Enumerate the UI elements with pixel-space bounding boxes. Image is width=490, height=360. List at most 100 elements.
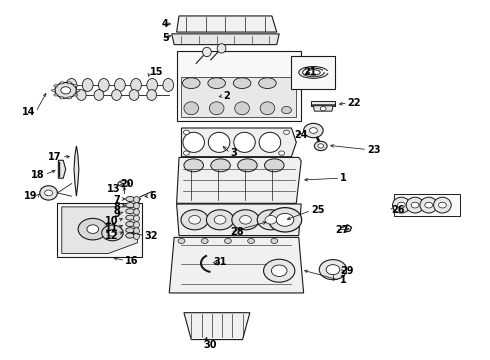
Ellipse shape [115,78,125,91]
Polygon shape [311,101,335,106]
Ellipse shape [134,222,140,228]
Ellipse shape [189,216,200,224]
Ellipse shape [271,265,287,276]
Ellipse shape [134,228,140,234]
Ellipse shape [182,78,200,89]
Polygon shape [172,34,279,45]
Polygon shape [181,128,296,157]
Ellipse shape [271,238,278,243]
Polygon shape [169,237,304,293]
Polygon shape [176,204,301,235]
Ellipse shape [60,82,64,84]
Ellipse shape [233,78,251,89]
Ellipse shape [206,210,234,230]
Ellipse shape [76,90,86,100]
Ellipse shape [265,159,284,172]
Ellipse shape [214,216,226,224]
Ellipse shape [434,197,451,213]
Text: 29: 29 [340,266,354,276]
Ellipse shape [147,78,158,91]
Text: 1: 1 [340,173,347,183]
Ellipse shape [439,202,446,208]
Polygon shape [184,313,250,339]
Ellipse shape [425,202,433,208]
Ellipse shape [282,107,292,114]
Text: 16: 16 [125,256,139,266]
Text: 4: 4 [162,19,169,29]
Ellipse shape [126,197,135,202]
Ellipse shape [54,85,58,87]
Ellipse shape [131,78,142,91]
Ellipse shape [126,215,135,220]
Ellipse shape [108,230,117,236]
Ellipse shape [126,203,135,208]
Ellipse shape [320,107,326,111]
Ellipse shape [269,208,302,232]
Ellipse shape [265,216,277,224]
Ellipse shape [235,102,249,115]
Ellipse shape [51,89,55,91]
Ellipse shape [318,144,324,148]
Ellipse shape [134,203,140,209]
Ellipse shape [102,225,123,241]
Text: 17: 17 [49,152,62,162]
Ellipse shape [217,44,226,53]
Ellipse shape [94,90,104,100]
Text: 19: 19 [24,191,37,201]
Ellipse shape [184,102,198,115]
Ellipse shape [209,102,224,115]
Text: 15: 15 [150,67,163,77]
Text: 30: 30 [203,340,217,350]
Ellipse shape [134,215,140,222]
Polygon shape [74,146,79,196]
Polygon shape [58,160,66,178]
Text: 31: 31 [213,257,227,267]
Ellipse shape [392,197,410,213]
Ellipse shape [260,102,275,115]
Bar [394,194,460,216]
Text: 23: 23 [367,144,381,154]
Ellipse shape [202,47,211,57]
Ellipse shape [98,78,109,91]
Ellipse shape [45,190,52,196]
Bar [57,203,143,257]
Ellipse shape [118,181,130,186]
Ellipse shape [307,69,320,75]
Text: 20: 20 [121,179,134,189]
Text: 18: 18 [31,170,45,180]
Ellipse shape [240,216,251,224]
Ellipse shape [68,97,72,99]
Ellipse shape [82,78,93,91]
Ellipse shape [74,94,77,96]
Polygon shape [314,106,333,111]
Ellipse shape [259,78,276,89]
Ellipse shape [411,202,419,208]
Ellipse shape [406,197,424,213]
Ellipse shape [78,219,107,240]
Ellipse shape [326,265,340,275]
Ellipse shape [304,123,323,138]
Text: 26: 26 [392,206,405,216]
Ellipse shape [224,238,231,243]
Ellipse shape [112,90,122,100]
Polygon shape [176,16,277,32]
Text: 25: 25 [311,206,324,216]
Ellipse shape [61,87,71,94]
Ellipse shape [184,159,203,172]
Ellipse shape [299,67,328,78]
Ellipse shape [129,90,139,100]
Ellipse shape [66,78,77,91]
Text: 7: 7 [114,195,121,205]
Ellipse shape [183,151,189,155]
Text: 12: 12 [104,231,118,240]
Ellipse shape [126,233,135,238]
Text: 8: 8 [114,202,121,212]
Ellipse shape [54,94,58,96]
Ellipse shape [68,82,72,84]
Ellipse shape [134,209,140,215]
Ellipse shape [315,141,327,150]
Text: 13: 13 [107,184,121,194]
Ellipse shape [211,159,230,172]
Text: 11: 11 [104,224,118,233]
Ellipse shape [201,238,208,243]
